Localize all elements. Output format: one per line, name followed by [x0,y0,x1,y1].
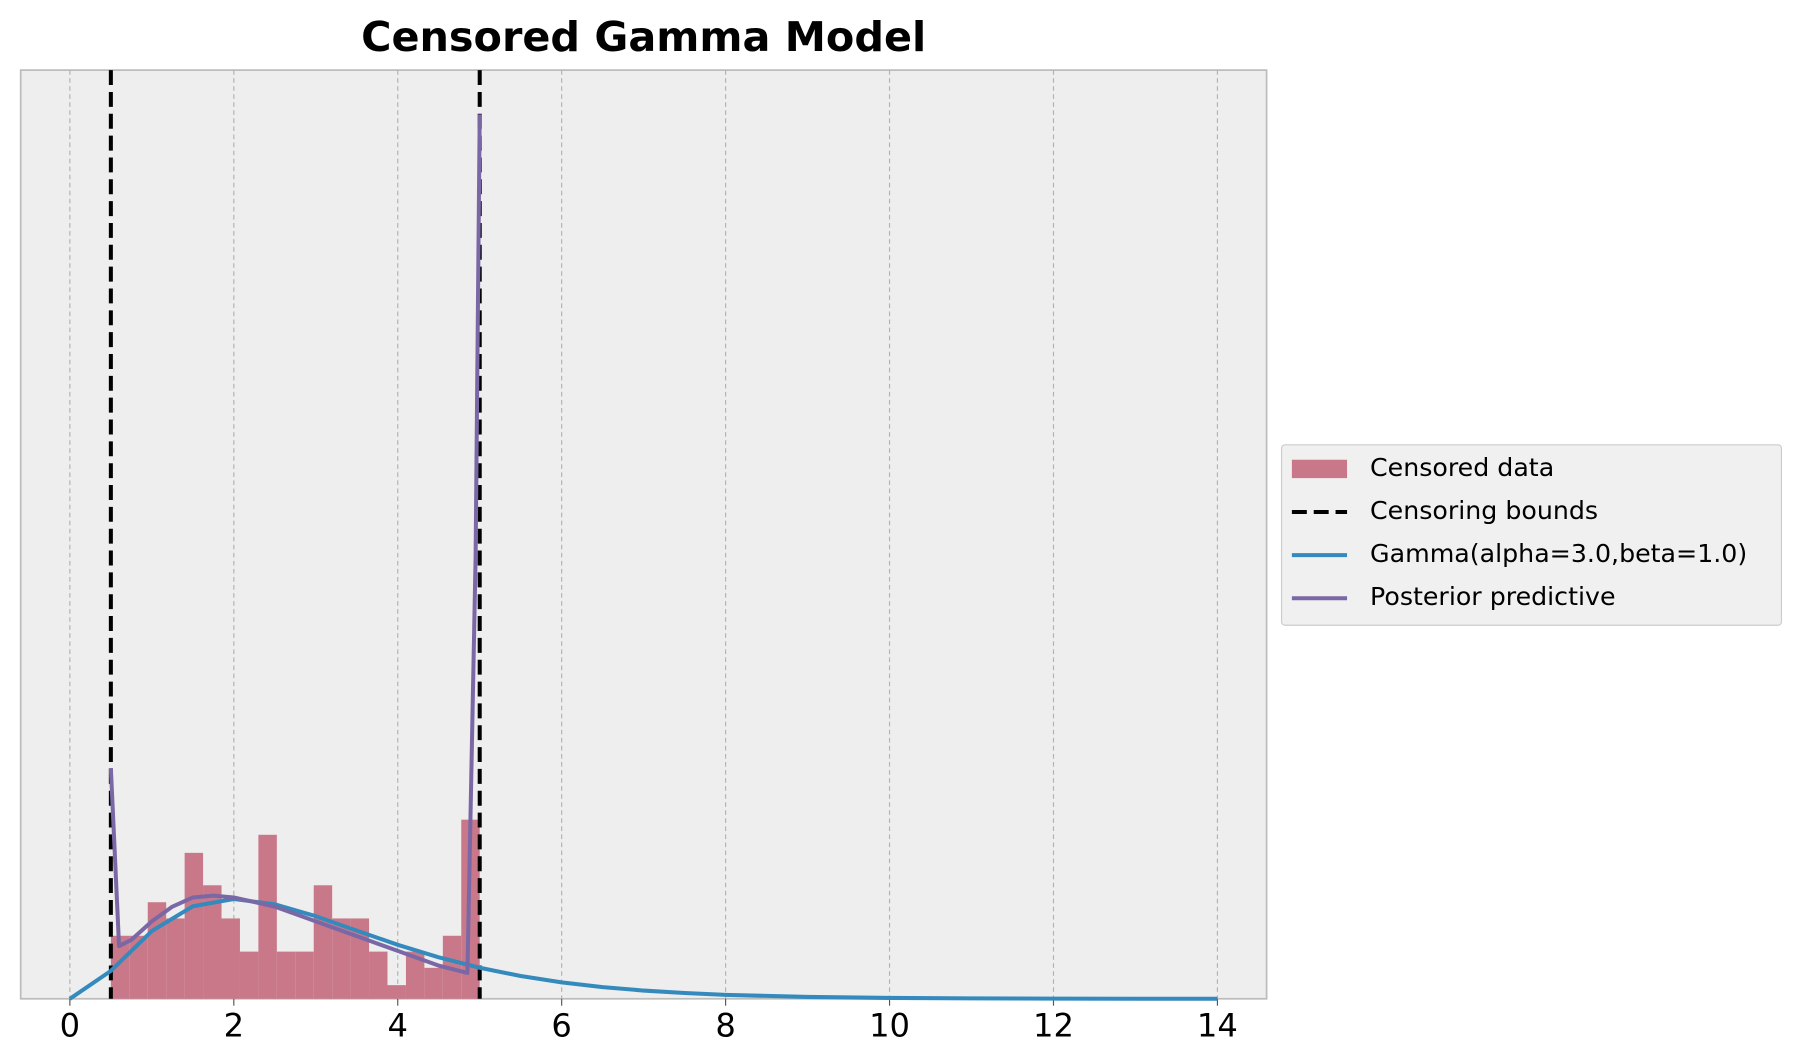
histogram-bar [313,885,333,999]
histogram-bar [221,918,240,999]
histogram-bar [110,935,130,999]
legend-label: Posterior predictive [1370,582,1615,611]
histogram-bar [295,951,314,999]
chart-title: Censored Gamma Model [361,13,926,61]
histogram-bar [405,951,425,999]
histogram-bar [424,967,443,999]
histogram-bar [332,918,351,999]
x-tick-label: 12 [1033,1007,1074,1045]
histogram-bar [258,834,277,999]
line-series [108,114,482,976]
line-series [68,897,1218,1001]
x-tick-label: 2 [224,1007,244,1045]
legend-swatch [1291,459,1348,479]
x-tick-label: 10 [869,1007,910,1045]
legend-label: Censoring bounds [1370,496,1598,525]
histogram-bar [203,885,222,999]
legend-box [1280,444,1783,626]
x-tick-label: 6 [551,1007,571,1045]
histogram-bar [369,951,388,999]
histogram-bar [184,852,204,999]
plot-area [19,69,1268,1000]
histogram-bar [166,918,185,999]
x-tick-label: 14 [1197,1007,1238,1045]
x-tick-label: 4 [388,1007,408,1045]
histogram-bar [387,985,406,999]
histogram-bar [276,951,296,999]
x-tick-label: 0 [60,1007,80,1045]
legend-label: Gamma(alpha=3.0,beta=1.0) [1370,539,1747,568]
x-tick-label: 8 [715,1007,735,1045]
legend-label: Censored data [1370,453,1554,482]
histogram-bar [239,951,259,999]
histogram-bar [129,935,148,999]
